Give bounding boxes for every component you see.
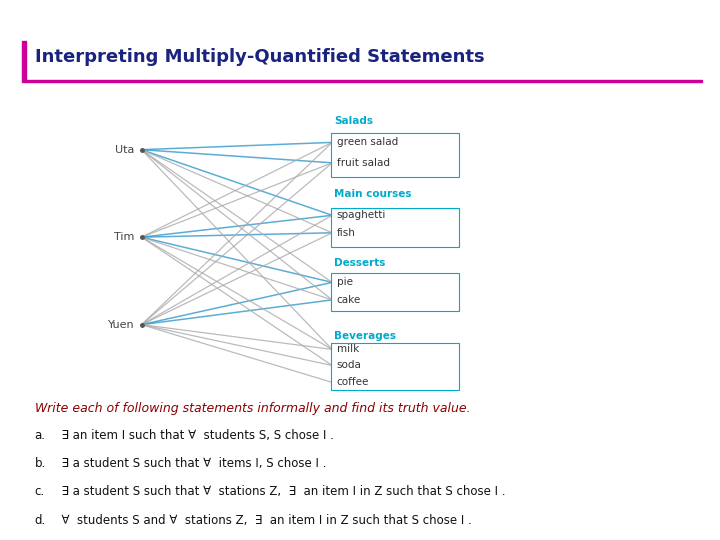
FancyBboxPatch shape [330, 133, 459, 177]
Text: green salad: green salad [337, 137, 398, 147]
Text: Tim: Tim [114, 232, 135, 242]
FancyBboxPatch shape [330, 208, 459, 247]
Text: c.: c. [35, 485, 45, 498]
Text: d.: d. [35, 514, 46, 526]
Text: Desserts: Desserts [334, 258, 386, 268]
Text: Salads: Salads [334, 116, 374, 126]
Text: cake: cake [337, 295, 361, 305]
Text: Write each of following statements informally and find its truth value.: Write each of following statements infor… [35, 402, 470, 415]
Text: Uta: Uta [115, 145, 135, 154]
FancyBboxPatch shape [330, 342, 459, 390]
Text: soda: soda [337, 361, 361, 370]
Text: ∃ a student S such that ∀  items I, S chose I .: ∃ a student S such that ∀ items I, S cho… [54, 457, 326, 470]
Text: spaghetti: spaghetti [337, 210, 386, 220]
Text: coffee: coffee [337, 377, 369, 387]
Text: Yuen: Yuen [108, 320, 135, 329]
Text: b.: b. [35, 457, 46, 470]
Text: Main courses: Main courses [334, 189, 412, 199]
Text: fish: fish [337, 228, 356, 238]
Text: ∃ an item I such that ∀  students S, S chose I .: ∃ an item I such that ∀ students S, S ch… [54, 429, 334, 442]
Text: ∃ a student S such that ∀  stations Z,  ∃  an item I in Z such that S chose I .: ∃ a student S such that ∀ stations Z, ∃ … [54, 485, 505, 498]
Text: pie: pie [337, 278, 353, 287]
FancyBboxPatch shape [330, 273, 459, 311]
Text: fruit salad: fruit salad [337, 158, 390, 168]
Text: Beverages: Beverages [334, 330, 397, 341]
Text: milk: milk [337, 345, 359, 354]
Bar [22, 80, 702, 82]
Text: Interpreting Multiply-Quantified Statements: Interpreting Multiply-Quantified Stateme… [35, 48, 484, 66]
Text: ∀  students S and ∀  stations Z,  ∃  an item I in Z such that S chose I .: ∀ students S and ∀ stations Z, ∃ an item… [54, 514, 472, 526]
Text: a.: a. [35, 429, 45, 442]
Bar [22, 41, 26, 80]
